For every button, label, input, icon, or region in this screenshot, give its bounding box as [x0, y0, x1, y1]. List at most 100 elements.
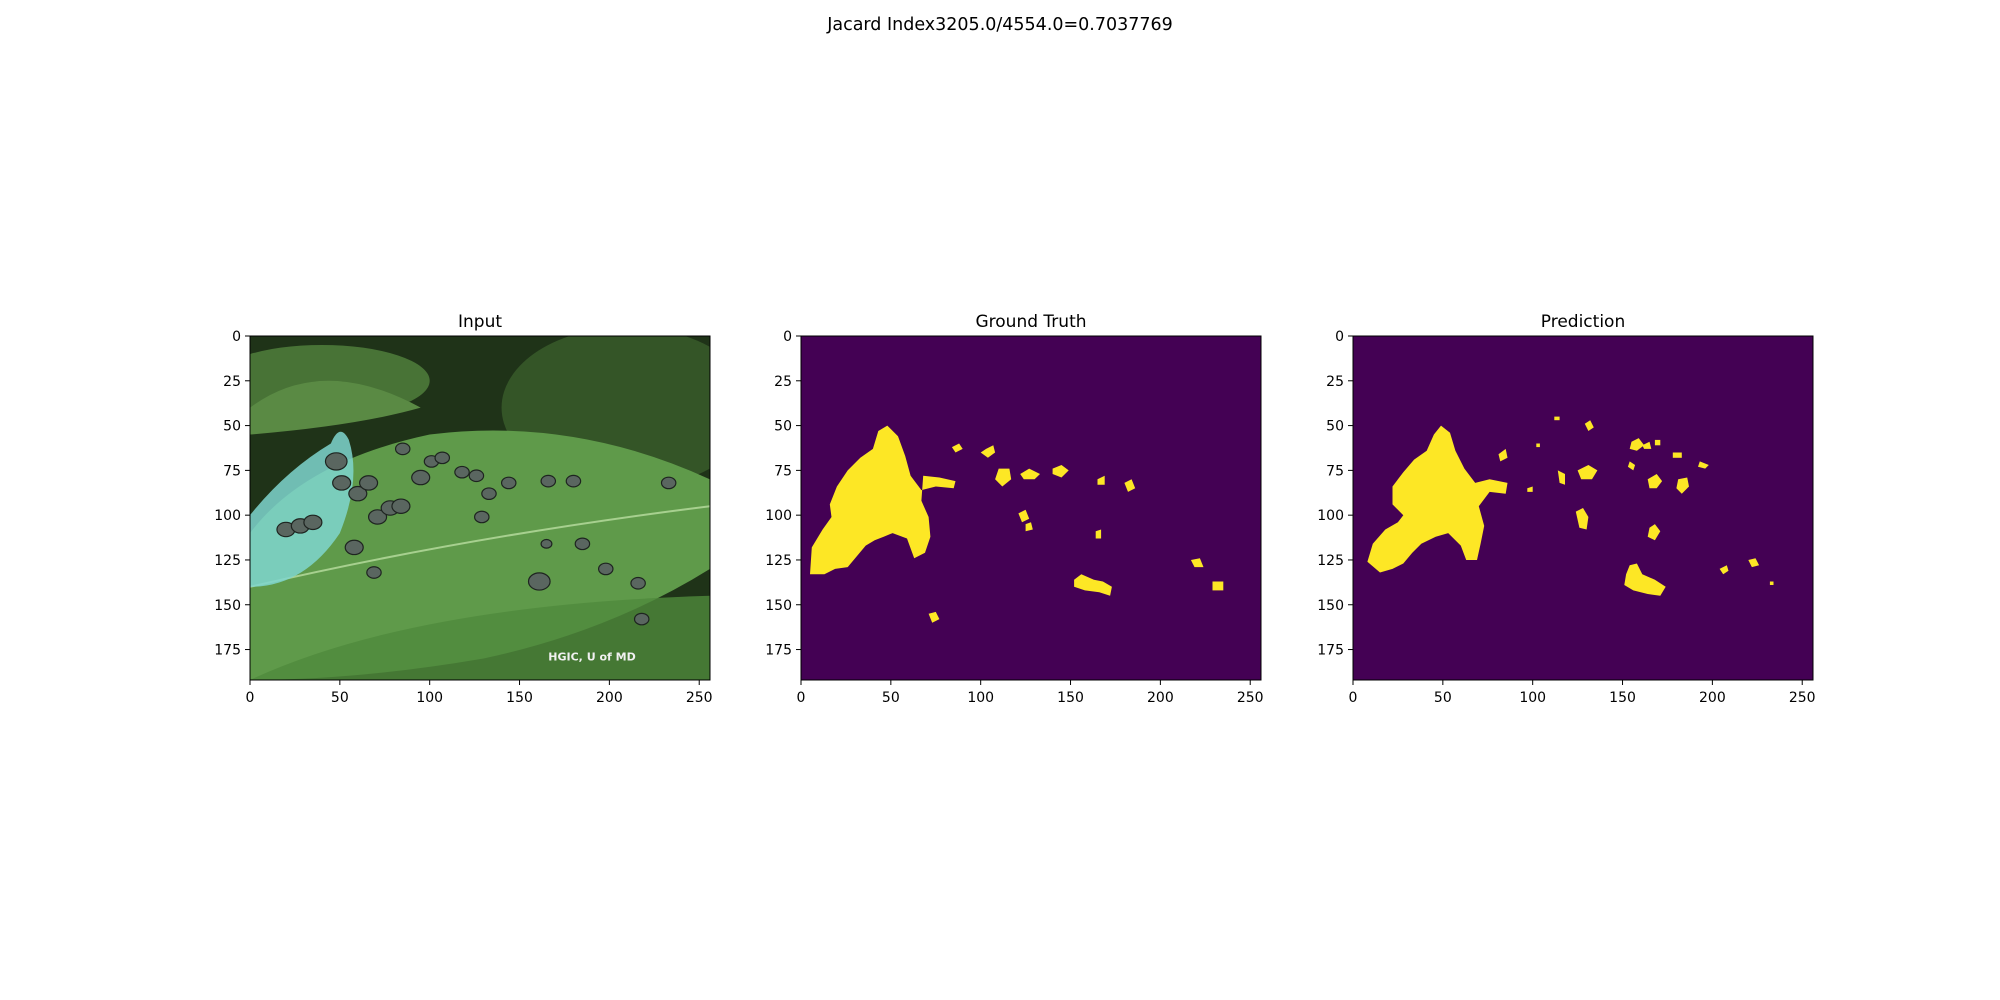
- mask-region-10: [1095, 529, 1102, 539]
- x-tick-label: 250: [1237, 690, 1264, 706]
- mask-image: [801, 336, 1261, 680]
- x-tick-label: 50: [331, 690, 349, 706]
- lesion-0: [324, 452, 348, 471]
- mask-region-0: [1367, 425, 1508, 573]
- panel-title: Ground Truth: [975, 312, 1086, 332]
- mask-region-3: [1554, 416, 1560, 421]
- figure-suptitle: Jacard Index3205.0/4554.0=0.7037769: [827, 15, 1173, 35]
- mask-region-8: [1097, 475, 1105, 485]
- lesion-16: [468, 469, 485, 483]
- mask-region-10: [1627, 461, 1636, 471]
- y-tick-label: 175: [1317, 643, 1344, 659]
- mask-region-14: [1575, 508, 1589, 530]
- mask-region-6: [1018, 509, 1030, 523]
- panel-title: Input: [458, 312, 502, 332]
- axes-frame: [1352, 335, 1814, 681]
- lesion-18: [474, 510, 490, 524]
- y-tick-label: 125: [765, 553, 792, 569]
- y-tick-label: 150: [1317, 598, 1344, 614]
- mask-region-2: [951, 443, 963, 453]
- y-tick-label: 0: [783, 329, 792, 345]
- x-tick-label: 100: [416, 690, 443, 706]
- y-tick-label: 150: [765, 598, 792, 614]
- x-tick-label: 250: [1789, 690, 1816, 706]
- lesion-21: [565, 474, 582, 488]
- y-tick-label: 25: [774, 374, 792, 390]
- mask-region-7: [1025, 522, 1033, 532]
- lesion-14: [434, 451, 451, 465]
- panel-1: Ground Truth 0 50 100 150 200 250 0 25 50 75 100 125…: [765, 312, 1263, 706]
- mask-region-8: [1577, 465, 1598, 480]
- lesion-17: [481, 487, 497, 500]
- y-tick-label: 25: [223, 374, 241, 390]
- lesion-12: [411, 469, 431, 486]
- mask-region-1: [980, 445, 996, 458]
- axes-frame: [249, 335, 711, 681]
- y-tick-label: 0: [1335, 329, 1344, 345]
- leaf-midrib: [250, 505, 710, 588]
- y-tick-label: 100: [1317, 508, 1344, 524]
- blighted-area: [250, 431, 354, 587]
- mask-region-6: [1654, 439, 1661, 446]
- x-tick-label: 0: [1349, 690, 1358, 706]
- mask-region-2: [1584, 420, 1594, 431]
- mask-region-13: [1212, 581, 1224, 591]
- mask-region-4: [1629, 438, 1645, 451]
- y-tick-label: 175: [765, 643, 792, 659]
- mask-region-18: [1536, 443, 1540, 448]
- axes-frame: [800, 335, 1262, 681]
- lesion-25: [540, 538, 553, 549]
- lesion-1: [332, 475, 352, 491]
- mask-region-0: [810, 425, 956, 575]
- lesion-6: [391, 498, 411, 514]
- lesion-29: [633, 612, 650, 626]
- mask-region-12: [1190, 558, 1204, 568]
- mask-region-16: [1624, 563, 1666, 596]
- mask-region-12: [1676, 477, 1689, 494]
- mask-region-13: [1698, 461, 1709, 469]
- x-tick-label: 100: [967, 690, 994, 706]
- x-tick-label: 100: [1519, 690, 1546, 706]
- x-tick-label: 50: [882, 690, 900, 706]
- mask-region-9: [1124, 479, 1136, 492]
- y-tick-label: 100: [765, 508, 792, 524]
- x-tick-label: 0: [246, 690, 255, 706]
- lesion-3: [359, 475, 379, 491]
- lesion-19: [500, 476, 517, 490]
- lesion-15: [454, 465, 470, 479]
- y-tick-label: 25: [1326, 374, 1344, 390]
- x-tick-label: 150: [1609, 690, 1636, 706]
- lesion-22: [574, 537, 591, 551]
- lesion-26: [597, 562, 614, 576]
- mask-region-14: [928, 611, 940, 623]
- lesion-24: [366, 566, 382, 579]
- y-tick-label: 175: [214, 643, 241, 659]
- y-tick-label: 150: [214, 598, 241, 614]
- upper-leaf-blade: [250, 380, 421, 435]
- y-tick-label: 50: [774, 419, 792, 435]
- y-tick-label: 125: [1317, 553, 1344, 569]
- watermark-text: HGIC, U of MD: [548, 650, 635, 663]
- input-image: HGIC, U of MD: [250, 336, 710, 680]
- mask-region-20: [1748, 558, 1760, 568]
- mask-region-3: [995, 468, 1012, 487]
- lower-leaf: [250, 595, 710, 680]
- mask-region-5: [1642, 441, 1652, 449]
- x-tick-label: 150: [506, 690, 533, 706]
- mask-region-7: [1672, 452, 1682, 458]
- y-tick-label: 75: [223, 463, 241, 479]
- lesion-10: [344, 539, 364, 556]
- x-tick-label: 200: [596, 690, 623, 706]
- y-tick-label: 0: [232, 329, 241, 345]
- lesion-2: [348, 485, 368, 502]
- panel-0: HGIC, U of MD Input 0 50 100 150 200 250 0 25 50 75…: [214, 312, 712, 706]
- mask-region-17: [1527, 486, 1533, 492]
- lesion-9: [303, 514, 323, 531]
- x-tick-label: 200: [1699, 690, 1726, 706]
- mask-region-21: [1769, 581, 1774, 585]
- lesion-20: [540, 474, 557, 488]
- x-tick-label: 200: [1147, 690, 1174, 706]
- panel-title: Prediction: [1541, 312, 1625, 332]
- x-tick-label: 150: [1057, 690, 1084, 706]
